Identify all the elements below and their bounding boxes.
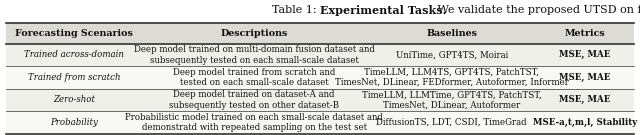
Text: MSE, MAE: MSE, MAE — [559, 73, 611, 82]
Text: DiffusionTS, LDT, CSDI, TimeGrad: DiffusionTS, LDT, CSDI, TimeGrad — [376, 118, 527, 127]
Text: Deep model trained on dataset-A and
subsequently tested on other dataset-B: Deep model trained on dataset-A and subs… — [169, 90, 339, 110]
Text: TimeLLM, LLM4TS, GPT4TS, PatchTST,
TimesNet, DLinear, FEDformer, Autoformer, Inf: TimeLLM, LLM4TS, GPT4TS, PatchTST, Times… — [335, 68, 569, 87]
Text: Baselines: Baselines — [426, 29, 477, 38]
Text: MSE, MAE: MSE, MAE — [559, 50, 611, 59]
Text: Experimental Tasks.: Experimental Tasks. — [320, 5, 447, 16]
Text: TimeLLM, LLMTime, GPT4TS, PatchTST,
TimesNet, DLinear, Autoformer: TimeLLM, LLMTime, GPT4TS, PatchTST, Time… — [362, 90, 541, 110]
Text: Table 1:: Table 1: — [272, 5, 320, 15]
Text: Probability: Probability — [50, 118, 98, 127]
Text: Forecasting Scenarios: Forecasting Scenarios — [15, 29, 132, 38]
Text: Zero-shot: Zero-shot — [53, 95, 95, 104]
Text: We validate the proposed UTSD on four forecasting tasks.: We validate the proposed UTSD on four fo… — [434, 5, 640, 15]
Text: MSE-a,t,m,l, Stability: MSE-a,t,m,l, Stability — [533, 118, 637, 127]
Bar — [6, 89, 634, 111]
Text: Metrics: Metrics — [564, 29, 605, 38]
Text: Trained across-domain: Trained across-domain — [24, 50, 124, 59]
Bar — [6, 111, 634, 134]
Text: UniTime, GPT4TS, Moirai: UniTime, GPT4TS, Moirai — [396, 50, 508, 59]
Text: Descriptions: Descriptions — [220, 29, 288, 38]
Bar — [6, 44, 634, 66]
Text: Deep model trained on multi-domain fusion dataset and
subsequently tested on eac: Deep model trained on multi-domain fusio… — [134, 45, 374, 65]
Text: Deep model trained from scratch and
tested on each small-scale dataset: Deep model trained from scratch and test… — [173, 68, 335, 87]
Bar — [6, 23, 634, 44]
Text: Probabilistic model trained on each small-scale dataset and
demonstratd with rep: Probabilistic model trained on each smal… — [125, 113, 383, 132]
Bar — [6, 66, 634, 89]
Text: Trained from scratch: Trained from scratch — [28, 73, 120, 82]
Text: MSE, MAE: MSE, MAE — [559, 95, 611, 104]
